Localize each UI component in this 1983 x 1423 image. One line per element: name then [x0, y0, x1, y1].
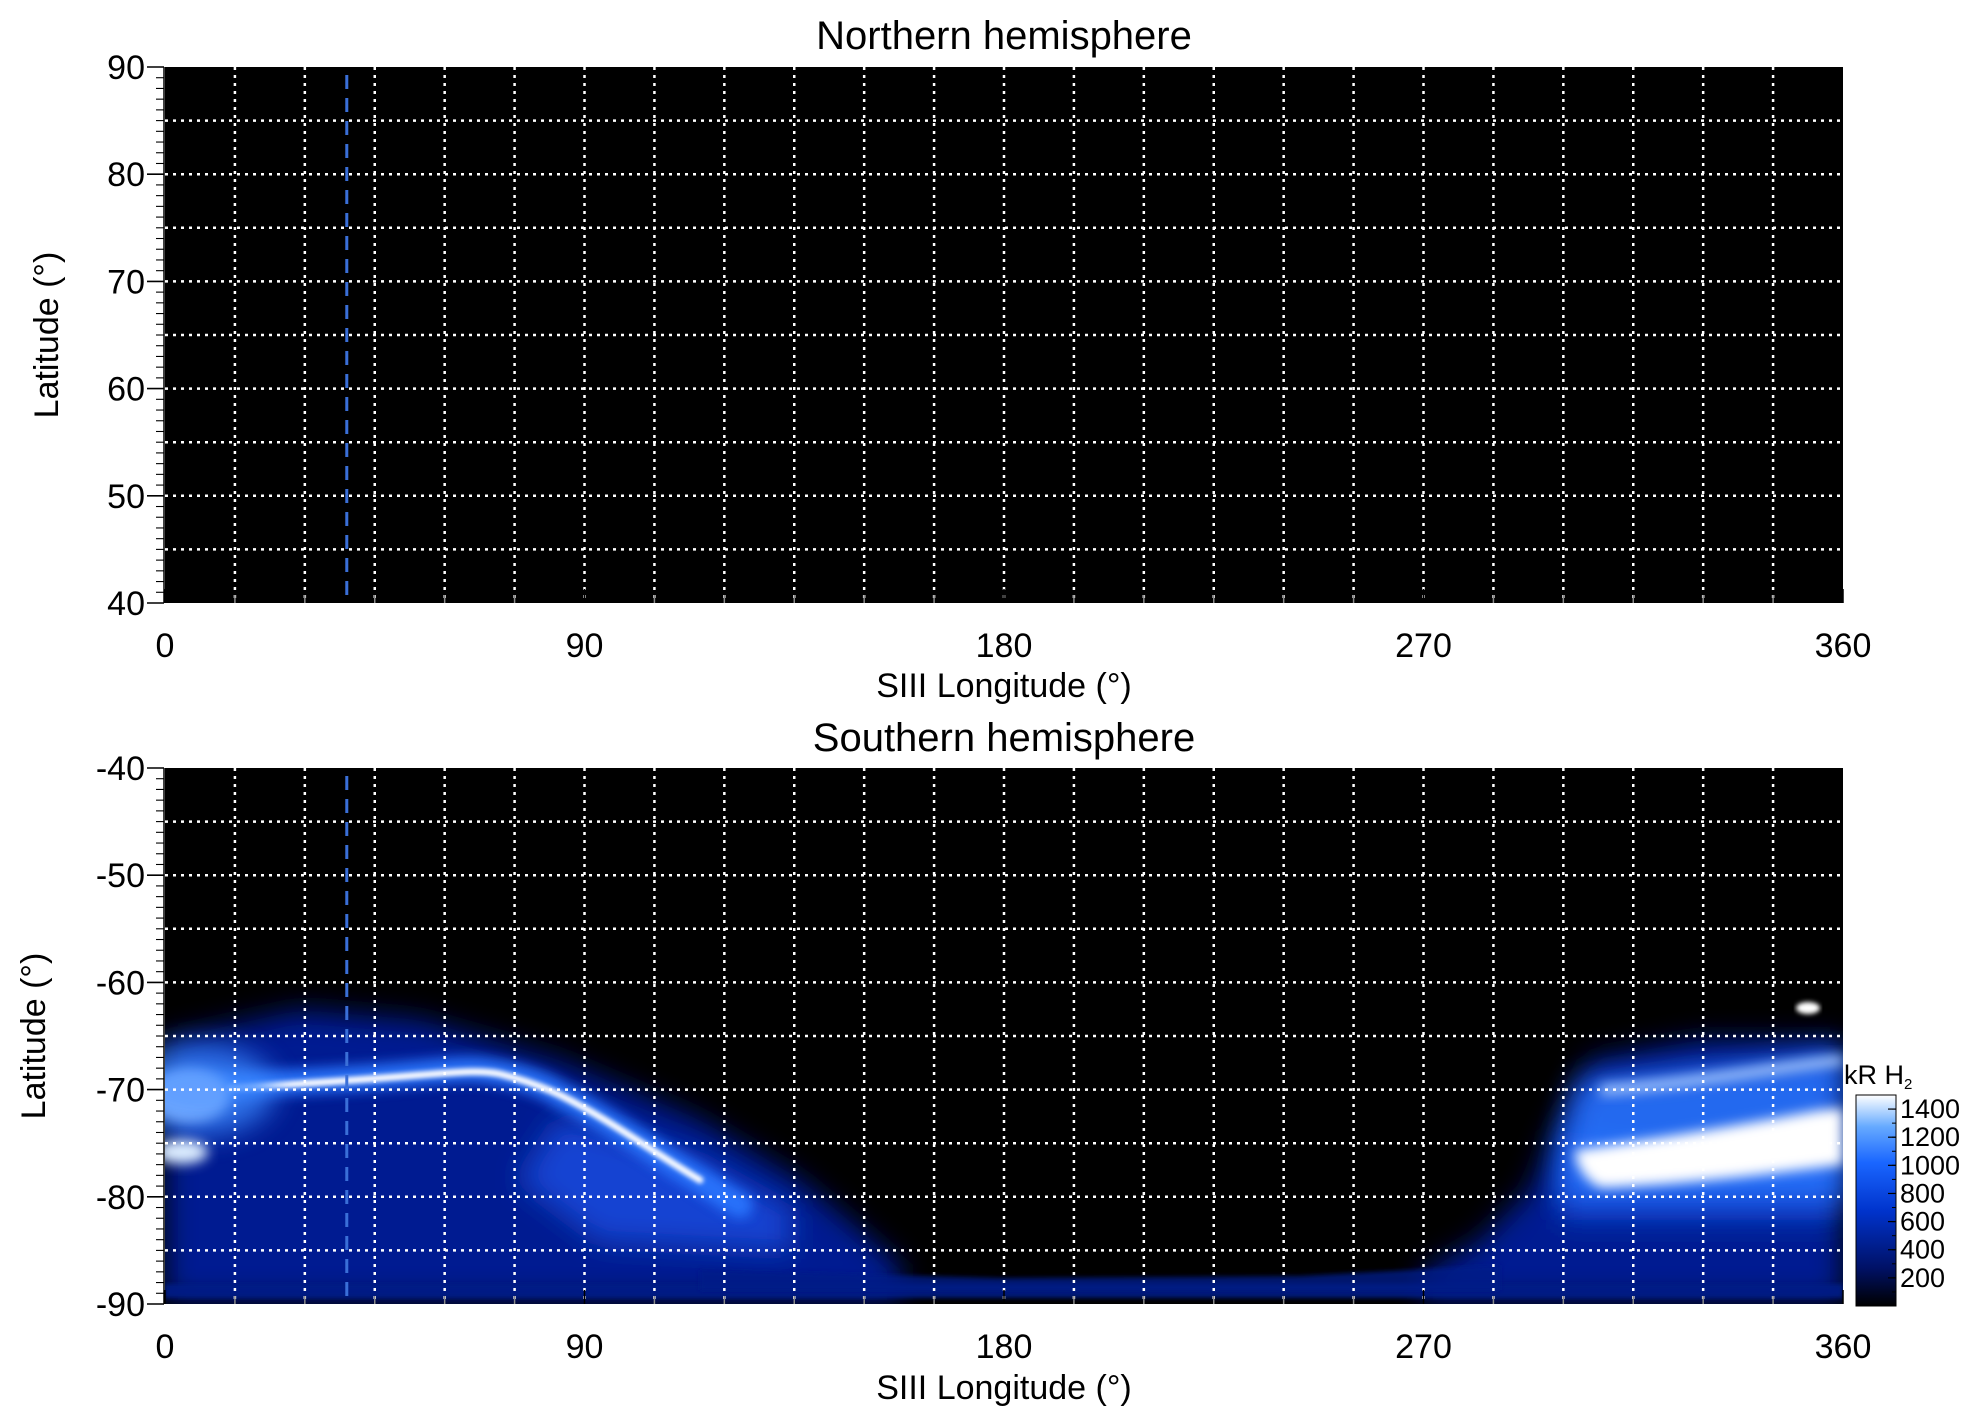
emission-left-patch-halo	[165, 1045, 275, 1135]
y-tick-label: 70	[107, 263, 145, 301]
colorbar-tick-label: 800	[1900, 1178, 1945, 1208]
x-tick-label: 90	[566, 627, 604, 665]
colorbar-tick-label: 1400	[1900, 1094, 1960, 1124]
y-tick-label: -60	[96, 964, 145, 1002]
y-tick-label: 60	[107, 371, 145, 409]
colorbar-tick-label: 600	[1900, 1207, 1945, 1237]
south-x-tick-labels: 0 90 180 270 360	[156, 1328, 1872, 1366]
panel-north-title: Northern hemisphere	[816, 14, 1192, 58]
y-tick-label: 90	[107, 49, 145, 87]
south-axis-ticks	[147, 767, 1844, 1305]
south-y-tick-labels: -90 -80 -70 -60 -50 -40	[96, 750, 145, 1324]
north-y-axis-label: Latitude (°)	[28, 252, 66, 419]
y-tick-label: -40	[96, 750, 145, 788]
y-tick-label: -70	[96, 1072, 145, 1110]
colorbar-label-main: kR H	[1844, 1060, 1904, 1090]
emission-rim-taper	[700, 1265, 1500, 1290]
north-grid	[165, 67, 1843, 603]
colorbar-gradient	[1855, 1094, 1897, 1307]
emission-main-oval-core	[226, 1068, 704, 1184]
north-x-axis-label: SIII Longitude (°)	[876, 667, 1132, 705]
y-tick-label: -90	[96, 1286, 145, 1324]
emission-right-spot	[1796, 1002, 1820, 1014]
colorbar-tick-label: 1200	[1900, 1122, 1960, 1152]
colorbar-label-sub: 2	[1904, 1076, 1912, 1093]
y-tick-label: -80	[96, 1179, 145, 1217]
panel-southern: Southern hemisphere	[15, 716, 1960, 1407]
emission-right-band-upper	[1599, 1055, 1843, 1095]
panel-northern: Northern hemisphere 0 90 180 270 360 40 50 60 7…	[28, 14, 1871, 705]
x-tick-label: 270	[1395, 1328, 1452, 1366]
south-x-axis-label: SIII Longitude (°)	[876, 1369, 1132, 1407]
north-axis-ticks	[147, 66, 1844, 604]
emission-right-band-core	[1575, 1108, 1843, 1188]
south-grid	[165, 768, 1843, 1304]
colorbar-tick-label: 400	[1900, 1235, 1945, 1265]
y-tick-label: 50	[107, 478, 145, 516]
x-tick-label: 0	[156, 627, 175, 665]
y-tick-label: -50	[96, 857, 145, 895]
x-tick-label: 0	[156, 1328, 175, 1366]
emission-lower-left-patch	[165, 1140, 208, 1164]
south-y-axis-label: Latitude (°)	[15, 953, 53, 1120]
x-tick-label: 360	[1815, 627, 1872, 665]
colorbar-tick-label: 1000	[1900, 1150, 1960, 1180]
north-x-tick-labels: 0 90 180 270 360	[156, 627, 1872, 665]
north-y-tick-labels: 40 50 60 70 80 90	[107, 49, 145, 623]
x-tick-label: 360	[1815, 1328, 1872, 1366]
x-tick-label: 270	[1395, 627, 1452, 665]
panel-south-title: Southern hemisphere	[813, 716, 1195, 760]
x-tick-label: 180	[976, 627, 1033, 665]
y-tick-label: 80	[107, 156, 145, 194]
y-tick-label: 40	[107, 585, 145, 623]
colorbar-tick-label: 200	[1900, 1263, 1945, 1293]
x-tick-label: 90	[566, 1328, 604, 1366]
x-tick-label: 180	[976, 1328, 1033, 1366]
colorbar-label: kR H2	[1844, 1060, 1912, 1093]
